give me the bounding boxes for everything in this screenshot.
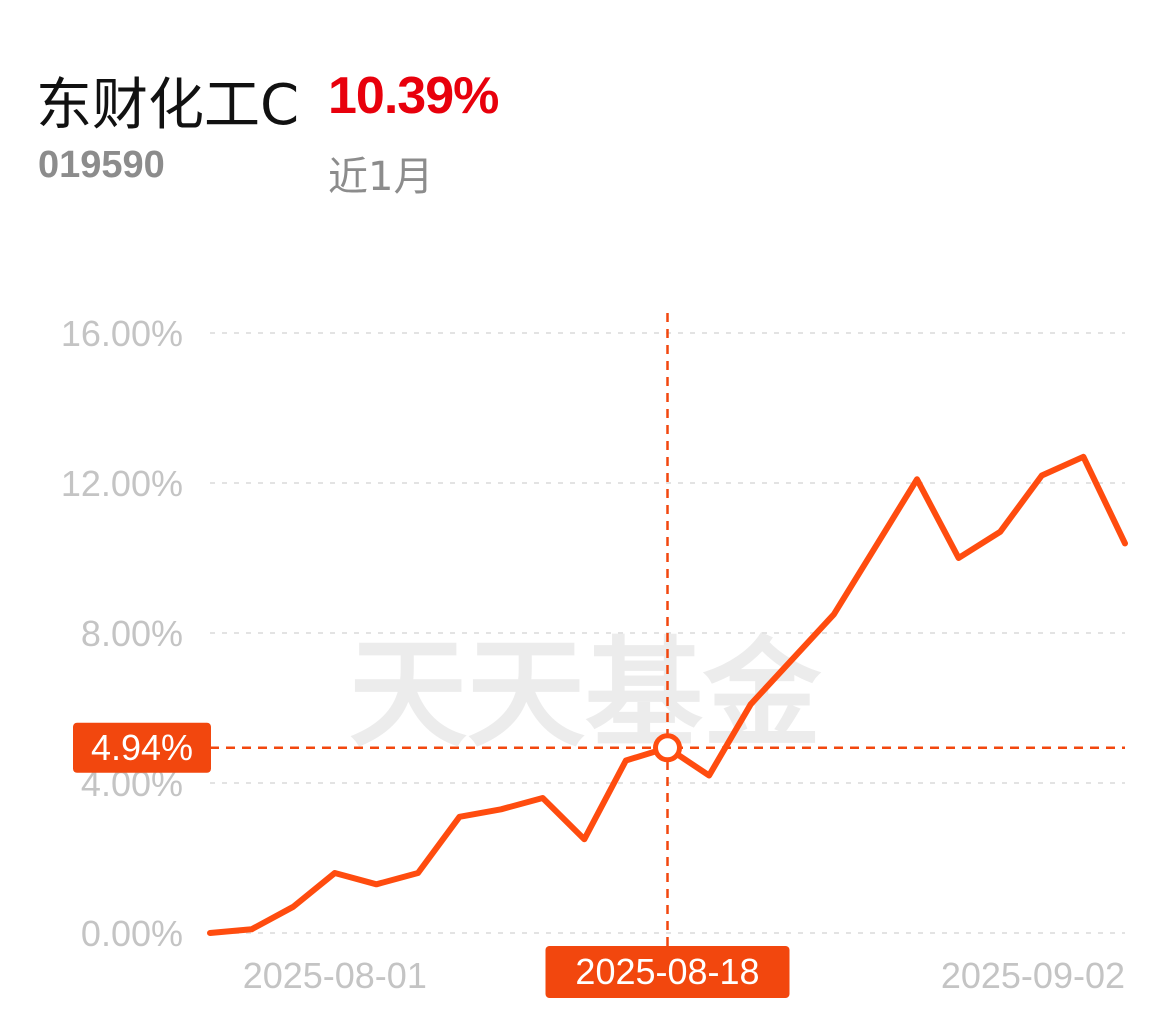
tooltip-tags: 4.94% 2025-08-18 [73, 722, 790, 998]
tooltip-date-label: 2025-08-18 [575, 951, 759, 992]
watermark: 天天基金 [349, 625, 822, 763]
crosshair [210, 313, 1125, 955]
return-value: 10.39% [328, 67, 499, 125]
y-tick-label: 8.00% [81, 613, 183, 654]
y-tick-label: 0.00% [81, 913, 183, 954]
tooltip-value-label: 4.94% [91, 727, 193, 768]
tooltip-date-tag [545, 946, 790, 998]
tooltip-value-tag [73, 722, 211, 773]
fund-code: 019590 [38, 144, 165, 186]
x-axis: 2025-08-01 2025-09-02 [243, 955, 1125, 996]
x-end-label: 2025-09-02 [941, 955, 1125, 996]
y-tick-label: 12.00% [61, 463, 183, 504]
y-tick-label: 16.00% [61, 313, 183, 354]
period-label[interactable]: 近1月 [328, 154, 434, 200]
x-tick-label: 2025-08-01 [243, 955, 427, 996]
tooltip-point [653, 733, 682, 763]
y-axis: 0.00%4.00%8.00%12.00%16.00% [61, 313, 183, 954]
fund-name: 东财化工C [36, 73, 300, 138]
